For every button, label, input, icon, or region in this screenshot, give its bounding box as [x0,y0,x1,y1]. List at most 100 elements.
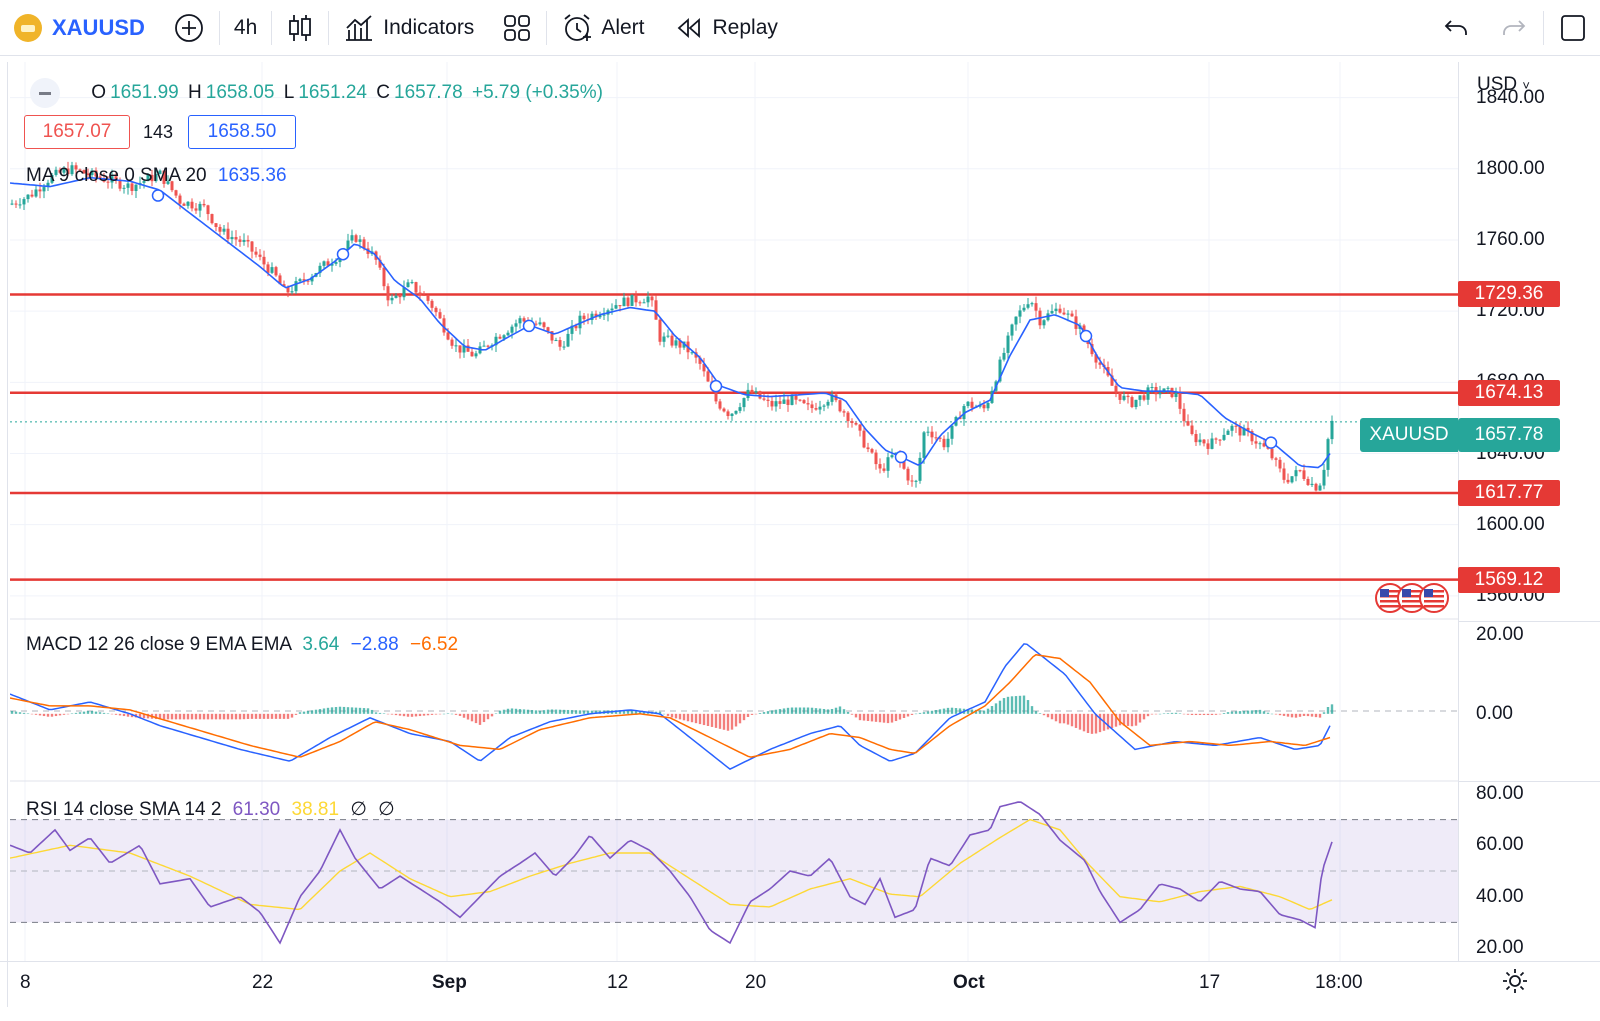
candle-body [54,169,58,175]
macd-signal-line [10,653,1331,758]
macd-histogram-bar [1250,710,1254,714]
ma-legend[interactable]: MA 9 close 0 SMA 20 1635.36 [26,165,287,187]
ma-marker [709,379,723,393]
fullscreen-icon [1561,14,1585,41]
candlestick-icon [289,14,312,41]
macd-histogram-bar [994,703,998,714]
macd-histogram-bar [1118,713,1122,726]
chart-canvas[interactable] [10,62,1458,1007]
candle-body [466,345,470,352]
toolbar-divider [1543,10,1544,45]
candle-body [998,359,1002,382]
candle-body [818,406,822,410]
event-flags[interactable] [1375,583,1449,613]
candle-body [350,235,354,241]
fullscreen-button[interactable] [1544,0,1600,56]
candle-body [546,327,550,332]
macd-histogram-bar [1242,710,1246,714]
rsi-tick-label: 20.00 [1476,937,1524,959]
candle-series [10,161,1334,492]
price-tick-label: 1800.00 [1476,157,1545,179]
macd-histogram-bar [778,709,782,714]
add-symbol-button[interactable] [159,0,219,56]
candle-body [766,399,770,401]
macd-histogram-bar [1122,713,1126,726]
macd-legend[interactable]: MACD 12 26 close 9 EMA EMA 3.64 −2.88 −6… [26,634,458,656]
macd-histogram-bar [1046,713,1050,718]
macd-histogram-bar [258,713,262,719]
rsi-value: 61.30 [232,799,281,820]
chart-type-button[interactable] [272,0,328,56]
candle-body [34,189,38,197]
chart-settings-button[interactable] [1500,966,1530,996]
macd-histogram-bar [26,713,30,715]
macd-histogram-bar [222,713,226,720]
undo-button[interactable] [1427,0,1485,56]
macd-histogram-bar [474,713,478,724]
ask-button[interactable]: 1658.50 [188,115,296,149]
candle-body [1218,439,1222,441]
symbol-selector[interactable]: XAUUSD [0,0,159,56]
macd-histogram-bar [1130,713,1134,727]
candle-body [1298,470,1302,472]
candle-body [926,431,930,433]
candle-body [1146,387,1150,400]
layout-button[interactable] [488,0,546,56]
alert-button[interactable]: Alert [547,0,658,56]
candle-body [778,401,782,404]
collapse-legend-button[interactable] [30,78,60,108]
candle-body [426,295,430,301]
rsi-legend[interactable]: RSI 14 close SMA 14 2 61.30 38.81 ∅ ∅ [26,798,395,821]
price-axis[interactable]: USD ˅ [1458,62,1600,621]
macd-histogram-bar [710,713,714,727]
symbol-price-tag: XAUUSD [1360,418,1458,452]
candle-body [70,165,74,175]
indicators-button[interactable]: Indicators [329,0,488,56]
time-tick-label: 17 [1199,972,1221,993]
macd-histogram-bar [1134,713,1138,726]
candle-body [674,340,678,346]
macd-histogram-bar [234,713,238,720]
macd-histogram-bar [742,713,746,721]
macd-histogram-bar [270,713,274,719]
candle-body [130,183,134,192]
candle-body [1150,386,1154,388]
candle-body [662,336,666,342]
candle-body [746,389,750,399]
us-flag-icon [1419,583,1449,613]
open-label: O [91,82,107,104]
macd-histogram-bar [14,711,18,714]
candle-body [1030,303,1034,305]
time-axis[interactable] [0,961,1600,1021]
redo-button[interactable] [1485,0,1543,56]
low-label: L [283,82,295,104]
candle-body [554,340,558,342]
macd-histogram-bar [342,706,346,714]
candle-body [598,315,602,318]
bid-button[interactable]: 1657.07 [24,115,130,149]
interval-button[interactable]: 4h [220,0,271,56]
replay-button[interactable]: Replay [659,0,792,56]
macd-histogram-bar [1042,713,1046,716]
macd-histogram-bar [1178,713,1182,714]
candle-body [1326,439,1330,470]
macd-histogram-bar [114,713,118,715]
macd-histogram-bar [170,713,174,720]
candle-body [1062,312,1066,315]
macd-histogram-bar [202,713,206,720]
macd-histogram-bar [438,713,442,715]
high-label: H [188,82,202,104]
candle-body [518,318,522,324]
currency-selector[interactable]: USD ˅ [1477,74,1530,96]
macd-histogram-bar [698,713,702,725]
candle-body [26,194,30,200]
rsi-tick-label: 60.00 [1476,834,1524,856]
horizontal-levels[interactable] [10,293,1458,581]
flag-stripe [1380,600,1400,603]
currency-label: USD [1477,74,1518,95]
macd-histogram-bar [1154,713,1158,715]
macd-histogram-bar [198,713,202,720]
macd-histogram-bar [302,711,306,714]
macd-histogram-bar [22,712,26,714]
candle-body [446,332,450,340]
